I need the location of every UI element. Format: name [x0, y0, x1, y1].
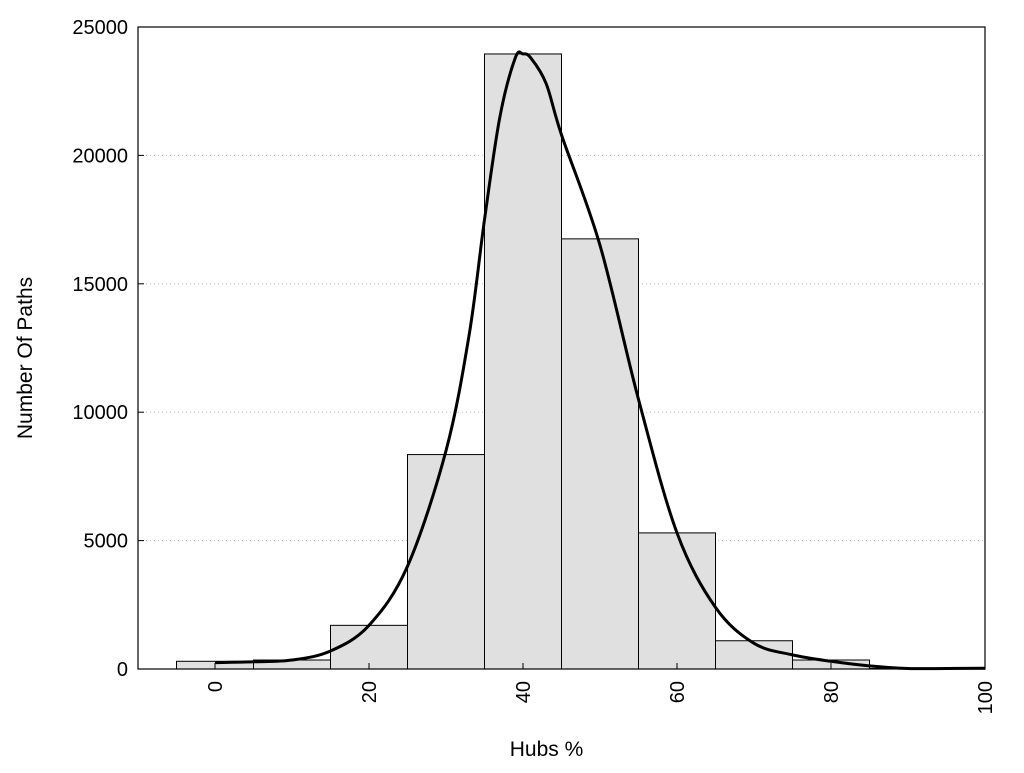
- histogram-bar-6: [638, 532, 716, 670]
- y-tick-label-3: 15000: [72, 274, 128, 296]
- histogram-bar-7: [715, 640, 793, 670]
- y-tick-label-5: 25000: [72, 17, 128, 39]
- y-tick-label-2: 10000: [72, 402, 128, 424]
- labels-layer: 0 5000 10000 15000 20000 25000 0 20 40 60 80 100: [72, 17, 997, 714]
- x-tick-label-4: 80: [821, 681, 843, 703]
- x-tick-label-5: 100: [975, 681, 997, 714]
- curve-layer: [214, 50, 986, 671]
- density-curve: [214, 50, 986, 671]
- plot-frame: [137, 26, 986, 670]
- histogram-bar-2: [330, 624, 408, 670]
- x-axis-label: Hubs %: [510, 738, 584, 761]
- x-tick-label-0: 0: [205, 681, 227, 692]
- y-tick-label-0: 0: [117, 659, 128, 681]
- histogram-bar-3: [407, 454, 485, 670]
- histogram-bar-5: [561, 238, 639, 670]
- bars-layer: [176, 53, 947, 670]
- y-tick-label-4: 20000: [72, 145, 128, 167]
- ticks-layer: [138, 26, 986, 670]
- x-tick-label-3: 60: [667, 681, 689, 703]
- x-tick-label-2: 40: [513, 681, 535, 703]
- y-axis-label: Number Of Paths: [14, 277, 37, 439]
- x-tick-label-1: 20: [359, 681, 381, 703]
- y-tick-label-1: 5000: [84, 531, 129, 553]
